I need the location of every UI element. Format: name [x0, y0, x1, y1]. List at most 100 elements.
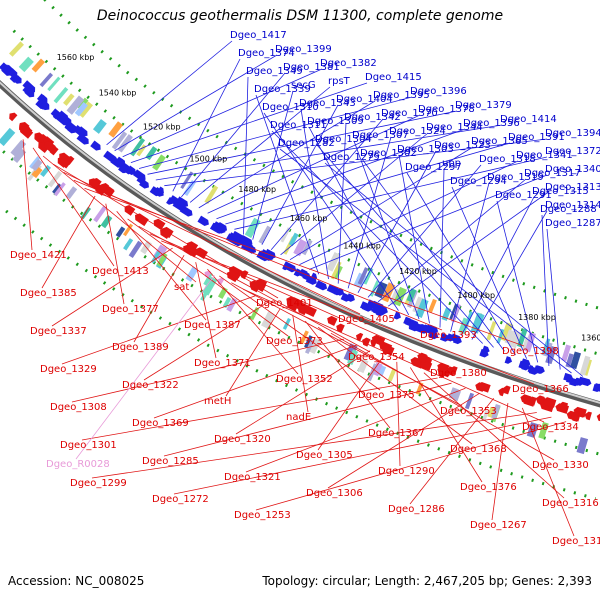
gene-label-reverse[interactable]: Dgeo_1366 [512, 384, 569, 395]
gene-label-reverse[interactable]: Dgeo_1413 [92, 266, 149, 277]
gene-label-reverse[interactable]: Dgeo_1367 [368, 428, 425, 439]
gene-label-forward[interactable]: rpsT [328, 76, 351, 87]
gene-label-reverse[interactable]: Dgeo_1322 [122, 380, 179, 391]
gene-label-reverse[interactable]: Dgeo_1354 [348, 352, 405, 363]
gene-label-reverse[interactable]: metH [204, 396, 231, 407]
gene-label-forward[interactable]: Dgeo_1288 [540, 204, 597, 215]
gene-label-forward[interactable]: Dgeo_1379 [455, 100, 512, 111]
gene-label-forward[interactable]: Dgeo_1404 [336, 94, 393, 105]
gene-label-forward[interactable]: Dgeo_1391 [508, 132, 565, 143]
gene-label-reverse[interactable]: Dgeo_1320 [214, 434, 271, 445]
gene-label-forward[interactable]: Dgeo_1282 [278, 138, 335, 149]
gene-label-reverse[interactable]: Dgeo_1393 [420, 330, 477, 341]
gene-label-forward[interactable]: Dgeo_1304 [315, 134, 372, 145]
gene-label-reverse[interactable]: Dgeo_1352 [276, 374, 333, 385]
gene-label-forward[interactable]: Dgeo_1349 [246, 66, 303, 77]
gene-label-reverse[interactable]: Dgeo_1272 [152, 494, 209, 505]
gene-label-reverse[interactable]: Dgeo_1308 [50, 402, 107, 413]
gene-label-reverse[interactable]: Dgeo_1405 [338, 314, 395, 325]
gene-label-forward[interactable]: Dgeo_1417 [230, 30, 287, 41]
gene-label-reverse[interactable]: Dgeo_1299 [70, 478, 127, 489]
gene-label-reverse[interactable]: Dgeo_1385 [20, 288, 77, 299]
gene-label-forward[interactable]: Dgeo_1340 [545, 164, 600, 175]
gene-label-reverse[interactable]: Dgeo_1377 [102, 304, 159, 315]
gene-label-reverse[interactable]: Dgeo_1401 [256, 298, 313, 309]
gene-label-reverse[interactable]: Dgeo_1330 [532, 460, 589, 471]
gene-label-forward[interactable]: Dgeo_1324 [389, 126, 446, 137]
gene-label-forward[interactable]: Dgeo_1341 [516, 150, 573, 161]
gene-label-forward[interactable]: Dgeo_1309 [307, 116, 364, 127]
gene-label-forward[interactable]: upp [442, 158, 461, 169]
gene-label-forward[interactable]: Dgeo_1395 [373, 90, 430, 101]
gene-label-reverse[interactable]: Dgeo_1316 [542, 498, 599, 509]
gene-label-forward[interactable]: Dgeo_1323 [434, 140, 491, 151]
gene-label-reverse[interactable]: Dgeo_1337 [30, 326, 87, 337]
gene-label-forward[interactable]: Dgeo_1310 [262, 102, 319, 113]
gene-label-forward[interactable]: Dgeo_1303 [397, 144, 454, 155]
gene-label-forward[interactable]: Dgeo_1339 [254, 84, 311, 95]
gene-label-reverse[interactable]: Dgeo_1368 [450, 444, 507, 455]
gene-label-forward[interactable]: Dgeo_1374 [238, 48, 295, 59]
gene-label-forward[interactable]: Dgeo_1313 [545, 182, 600, 193]
gene-label-forward[interactable]: Dgeo_1297 [405, 162, 462, 173]
gene-label-reverse[interactable]: Dgeo_1389 [112, 342, 169, 353]
gene-label-forward[interactable]: Dgeo_1394 [545, 128, 600, 139]
gene-label-reverse[interactable]: Dgeo_1373 [266, 336, 323, 347]
gene-label-forward[interactable]: Dgeo_1381 [283, 62, 340, 73]
gene-label-forward[interactable]: Dgeo_1287 [545, 218, 600, 229]
tick-label: 1420 kbp [399, 267, 437, 276]
gene-label-forward[interactable]: Dgeo_1415 [365, 72, 422, 83]
gene-label-reverse[interactable]: Dgeo_1398 [502, 346, 559, 357]
gene-label-forward[interactable]: Dgeo_1378 [418, 104, 475, 115]
gene-label-forward[interactable]: Dgeo_1291 [495, 190, 552, 201]
gene-label-forward[interactable]: Dgeo_1399 [275, 44, 332, 55]
gene-label-forward[interactable]: secG [291, 80, 316, 91]
gene-label-reverse[interactable]: Dgeo_1376 [460, 482, 517, 493]
gene-label-forward[interactable]: Dgeo_1302 [360, 148, 417, 159]
gene-label-forward[interactable]: Dgeo_1356 [463, 118, 520, 129]
gene-label-reverse[interactable]: Dgeo_1312 [552, 536, 600, 547]
gene-label-reverse[interactable]: Dgeo_1387 [184, 320, 241, 331]
gene-label-reverse[interactable]: Dgeo_1329 [40, 364, 97, 375]
gene-label-forward[interactable]: Dgeo_1314 [545, 200, 600, 211]
gene-label-forward[interactable]: Dgeo_1414 [500, 114, 557, 125]
gene-label-reverse[interactable]: Dgeo_1305 [296, 450, 353, 461]
gene-label-rna[interactable]: Dgeo_R0028 [46, 459, 110, 470]
gene-label-reverse[interactable]: nadE [286, 412, 311, 423]
tick-label: 1520 kbp [143, 122, 181, 131]
gene-label-reverse[interactable]: Dgeo_1375 [358, 390, 415, 401]
gene-label-reverse[interactable]: Dgeo_1285 [142, 456, 199, 467]
gene-label-forward[interactable]: Dgeo_1294 [450, 176, 507, 187]
gene-label-reverse[interactable]: Dgeo_1286 [388, 504, 445, 515]
gene-label-forward[interactable]: Dgeo_1343 [299, 98, 356, 109]
gene-label-forward[interactable]: Dgeo_1279 [323, 152, 380, 163]
gene-label-forward[interactable]: Dgeo_1307 [352, 130, 409, 141]
gene-label-forward[interactable]: Dgeo_1365 [471, 136, 528, 147]
gene-label-reverse[interactable]: Dgeo_1334 [522, 422, 579, 433]
gene-label-reverse[interactable]: Dgeo_1267 [470, 520, 527, 531]
gene-label-reverse[interactable]: Dgeo_1369 [132, 418, 189, 429]
gene-label-forward[interactable]: Dgeo_1319 [487, 172, 544, 183]
gene-label-reverse[interactable]: Dgeo_1301 [60, 440, 117, 451]
gene-label-reverse[interactable]: Dgeo_1421 [10, 250, 67, 261]
gene-label-reverse[interactable]: Dgeo_1353 [440, 406, 497, 417]
gene-labels: Dgeo_1417 Dgeo_1399 Dgeo_1382 Dgeo_1415 Dgeo… [10, 30, 600, 547]
gene-label-forward[interactable]: Dgeo_1382 [320, 58, 377, 69]
gene-label-forward[interactable]: Dgeo_1315 [532, 186, 589, 197]
gene-label-forward[interactable]: Dgeo_1318 [479, 154, 536, 165]
gene-label-forward[interactable]: Dgeo_1317 [524, 168, 581, 179]
gene-label-forward[interactable]: Dgeo_1311 [270, 120, 327, 131]
gene-label-reverse[interactable]: Dgeo_1371 [194, 358, 251, 369]
gene-label-forward[interactable]: Dgeo_1344 [426, 122, 483, 133]
gene-label-forward[interactable]: Dgeo_1342 [344, 112, 401, 123]
gene-label-reverse[interactable]: Dgeo_1321 [224, 472, 281, 483]
gene-label-reverse[interactable]: sat [174, 282, 189, 293]
gene-label-reverse[interactable]: Dgeo_1290 [378, 466, 435, 477]
gene-label-forward[interactable]: Dgeo_1372 [545, 146, 600, 157]
gene-label-forward[interactable]: Dgeo_1370 [381, 108, 438, 119]
gene-label-forward[interactable]: Dgeo_1396 [410, 86, 467, 97]
gene-label-reverse[interactable]: Dgeo_1253 [234, 510, 291, 521]
gene-label-reverse[interactable]: Dgeo_1380 [430, 368, 487, 379]
gene-label-reverse[interactable]: Dgeo_1306 [306, 488, 363, 499]
